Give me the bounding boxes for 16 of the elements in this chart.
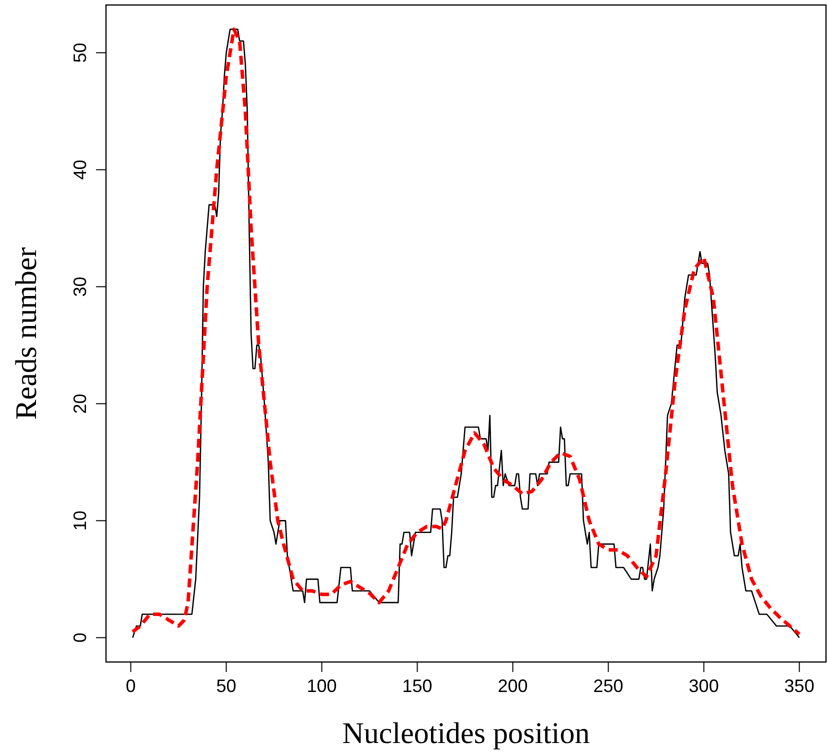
x-tick-label: 0	[126, 676, 136, 696]
x-tick-label: 100	[306, 676, 337, 696]
y-tick-label: 30	[70, 276, 90, 297]
y-tick-label: 50	[70, 42, 90, 63]
x-axis-title: Nucleotides position	[342, 717, 590, 750]
y-tick-label: 40	[70, 160, 90, 180]
x-tick-label: 150	[402, 676, 432, 696]
y-tick-label: 10	[70, 510, 90, 531]
x-tick-label: 50	[216, 676, 236, 696]
y-axis-title: Reads number	[10, 247, 43, 420]
y-tick-label: 0	[70, 632, 90, 643]
x-tick-label: 350	[784, 676, 814, 696]
x-tick-label: 250	[593, 676, 624, 696]
x-tick-label: 300	[688, 676, 719, 696]
x-tick-label: 200	[498, 676, 528, 696]
y-tick-label: 20	[70, 394, 90, 414]
